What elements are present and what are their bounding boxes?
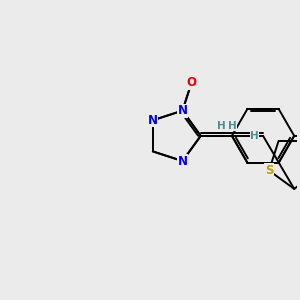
Text: N: N [178,104,188,117]
Text: S: S [178,154,187,167]
Text: H: H [217,121,226,131]
Text: O: O [187,76,196,89]
Text: N: N [178,154,188,167]
Text: H: H [250,131,259,141]
Text: N: N [148,114,158,127]
Text: H: H [227,121,236,131]
Text: S: S [265,164,273,177]
